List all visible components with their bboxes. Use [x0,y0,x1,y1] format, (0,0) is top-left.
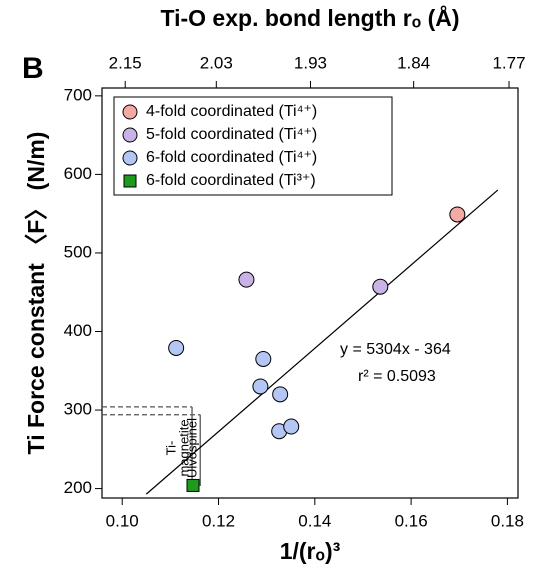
legend-box [113,96,393,196]
top-axis-label: Ti-O exp. bond length rₒ (Å) [160,4,459,31]
point [372,278,389,295]
legend-label: 6-fold coordinated (Ti³⁺) [146,172,316,189]
legend-marker [122,127,138,143]
x-axis-label: 1/(rₒ)³ [280,538,341,564]
y-tick-label: 600 [64,164,92,183]
y-tick-label: 500 [64,242,92,261]
fit-equation: y = 5304x - 364 [340,341,451,358]
top-tick-label: 1.84 [397,53,430,72]
x-tick-label: 0.14 [298,511,331,530]
fit-line [145,189,499,495]
point [252,378,269,395]
legend-label: 5-fold coordinated (Ti⁴⁺) [146,126,317,143]
legend-label: 6-fold coordinated (Ti⁴⁺) [146,149,317,166]
x-tick-label: 0.10 [106,511,139,530]
x-tick-label: 0.18 [491,511,524,530]
point [238,271,255,288]
y-axis-label: Ti Force constant 〈F〉 (N/m) [23,132,49,455]
legend-marker [122,104,138,120]
point [255,350,272,367]
top-tick-label: 1.93 [294,53,327,72]
reference-label: Ti- [163,441,178,456]
legend-marker [123,174,137,188]
fit-r2: r² = 0.5093 [358,368,436,385]
y-tick-label: 700 [64,85,92,104]
point [449,206,466,223]
panel-label: B [22,52,44,85]
reference-label: magnetite [176,419,191,476]
reference-label: Ulvöspinel [185,418,200,478]
top-tick-label: 2.15 [109,53,142,72]
point [283,418,300,435]
point [168,339,185,356]
y-tick-label: 400 [64,321,92,340]
point [272,386,289,403]
legend-label: 4-fold coordinated (Ti⁴⁺) [146,103,317,120]
top-tick-label: 2.03 [200,53,233,72]
x-tick-label: 0.12 [202,511,235,530]
x-tick-label: 0.16 [395,511,428,530]
point [186,478,200,492]
legend-marker [122,150,138,166]
y-tick-label: 200 [64,478,92,497]
top-tick-label: 1.77 [492,53,525,72]
y-tick-label: 300 [64,400,92,419]
